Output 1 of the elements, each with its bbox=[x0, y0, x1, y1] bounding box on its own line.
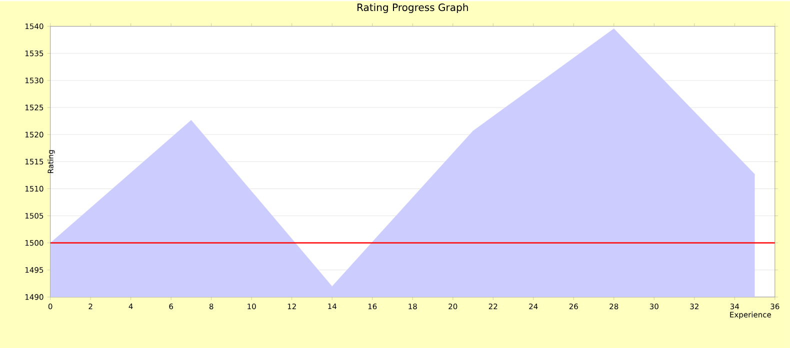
chart-title: Rating Progress Graph bbox=[357, 3, 468, 13]
